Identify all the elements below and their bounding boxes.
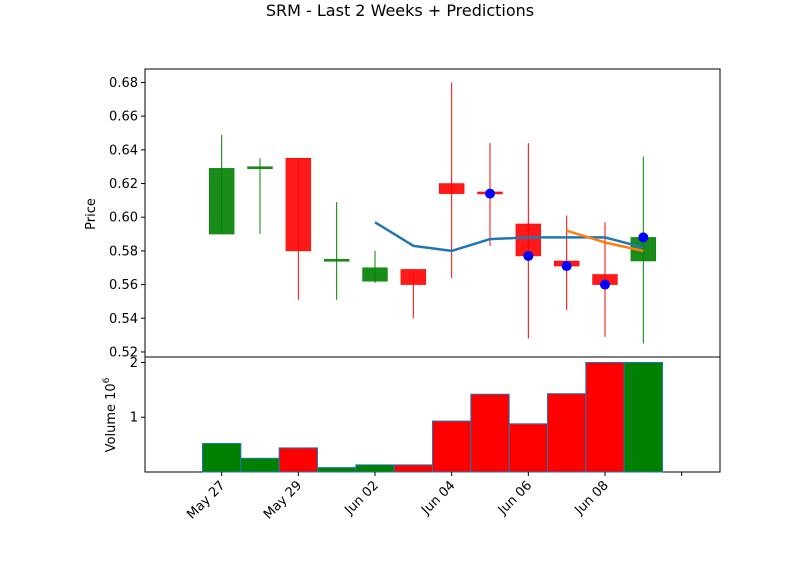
candle-body: [515, 223, 542, 257]
candle-body: [285, 158, 312, 252]
volume-bar: [278, 447, 318, 473]
prediction-point: [561, 261, 572, 272]
volume-panel: 12: [130, 356, 721, 473]
price-tick-label: 0.56: [109, 278, 138, 293]
x-tick-label: Jun 02: [342, 478, 382, 518]
price-tick-label: 0.58: [109, 244, 138, 259]
price-tick-label: 0.66: [109, 110, 138, 125]
volume-bar: [393, 464, 433, 473]
volume-axis-label-text: Volume 10: [104, 383, 119, 452]
candle-body: [362, 267, 388, 282]
price-tick-label: 0.68: [109, 76, 138, 91]
volume-bar: [317, 467, 357, 473]
volume-bar: [470, 393, 510, 473]
candle-body: [323, 259, 350, 262]
volume-tick-label: 1: [130, 411, 138, 426]
prediction-point: [638, 232, 649, 243]
volume-tick-label: 2: [130, 356, 138, 371]
volume-bar: [508, 423, 548, 473]
volume-bar: [355, 464, 395, 473]
price-tick-label: 0.52: [109, 345, 138, 360]
x-tick-label: Jun 08: [572, 478, 612, 518]
candle-body: [400, 269, 427, 285]
volume-bar: [240, 457, 280, 473]
volume-bar: [623, 361, 664, 473]
candle-body: [438, 183, 465, 194]
x-tick-label: Jun 06: [495, 478, 535, 518]
prediction-point: [523, 250, 534, 261]
price-tick-label: 0.60: [109, 211, 138, 226]
prediction-line: [374, 221, 644, 253]
price-tick-label: 0.64: [109, 143, 138, 158]
prediction-line: [566, 229, 644, 253]
volume-axis-label: Volume 106: [102, 377, 119, 452]
x-tick-label: May 29: [261, 478, 305, 522]
x-axis: May 27 May 29 Jun 02 Jun 04 Jun 06 Jun 08: [184, 472, 683, 522]
prediction-point: [485, 188, 495, 199]
price-tick-label: 0.62: [109, 177, 138, 192]
chart-title: SRM - Last 2 Weeks + Predictions: [266, 1, 534, 20]
prediction-point: [600, 279, 610, 290]
price-axis-label: Price: [84, 198, 99, 230]
volume-bar: [202, 443, 242, 473]
price-panel: 0.52 0.54 0.56 0.58 0.60 0.62 0.64 0.66 0.68: [109, 68, 721, 360]
volume-axis-exponent: 6: [102, 377, 112, 383]
volume-bar: [585, 361, 625, 473]
x-tick-label: Jun 04: [418, 478, 458, 518]
candle-body: [247, 166, 273, 169]
volume-bar: [547, 393, 587, 473]
x-tick-label: May 27: [184, 478, 228, 522]
price-tick-label: 0.54: [109, 312, 138, 327]
volume-bar: [432, 420, 472, 473]
candle-body: [208, 168, 235, 235]
